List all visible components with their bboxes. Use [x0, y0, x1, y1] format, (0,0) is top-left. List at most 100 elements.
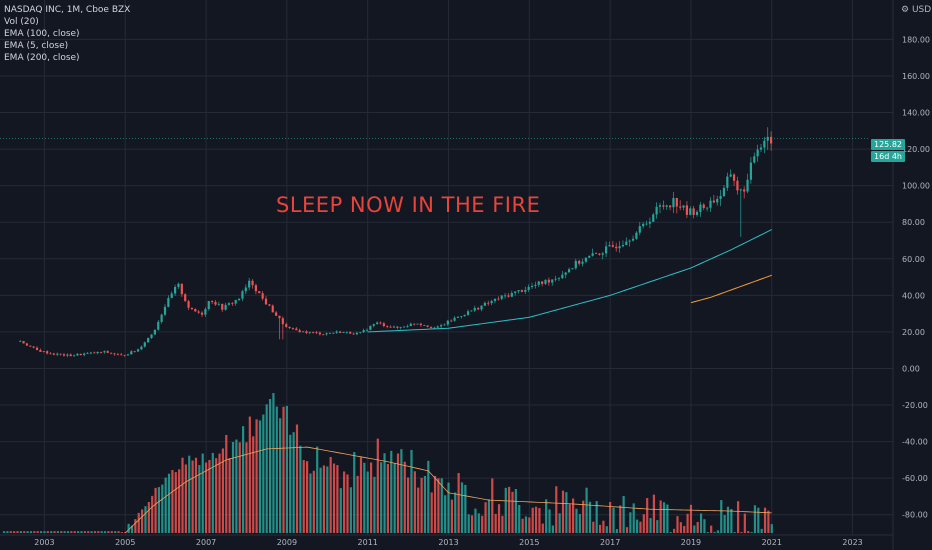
y-tick-label: 120.00: [902, 145, 930, 154]
volume-bar: [514, 489, 517, 533]
y-tick-label: 100.00: [902, 182, 930, 191]
last-price-badge: 125.82: [871, 139, 905, 150]
volume-bar: [713, 531, 716, 533]
gear-icon[interactable]: ⚙ USD: [901, 5, 932, 15]
volume-bar: [528, 517, 531, 533]
candle-body: [450, 320, 453, 322]
candle-body: [652, 214, 655, 222]
legend-item-ema100[interactable]: EMA (100, close): [4, 29, 80, 39]
volume-bar: [413, 471, 416, 533]
volume-bar: [699, 513, 703, 533]
volume-bar: [494, 513, 497, 533]
volume-bar: [144, 506, 147, 533]
legend-item-vol[interactable]: Vol (20): [4, 17, 39, 27]
volume-bar: [130, 525, 134, 533]
candle-body: [160, 314, 163, 322]
volume-bar: [275, 406, 278, 533]
candle-body: [618, 246, 621, 249]
candle-body: [668, 205, 672, 208]
legend-item-ema200[interactable]: EMA (200, close): [4, 53, 80, 63]
volume-bar: [258, 420, 262, 533]
x-tick-label: 2019: [681, 538, 701, 547]
candle-body: [763, 140, 766, 148]
volume-bar: [63, 531, 66, 533]
volume-bar: [484, 502, 487, 533]
candle-body: [372, 324, 375, 326]
volume-bar: [33, 531, 36, 533]
candle-body: [234, 300, 237, 304]
volume-bar: [676, 516, 679, 533]
legend-item-ema5[interactable]: EMA (5, close): [4, 41, 69, 51]
candle-body: [409, 323, 412, 327]
x-tick-label: 2015: [519, 538, 539, 547]
volume-bar: [103, 531, 107, 533]
volume-bar: [93, 531, 97, 533]
y-tick-label: 160.00: [902, 72, 930, 81]
volume-bar: [474, 508, 477, 533]
x-tick-label: 2011: [358, 538, 378, 547]
candle-body: [712, 200, 715, 203]
candle-body: [581, 261, 584, 264]
volume-bar: [242, 426, 245, 533]
volume-bar: [669, 532, 672, 533]
candle-body: [722, 187, 726, 196]
candle-body: [153, 329, 156, 335]
volume-bar: [666, 504, 669, 533]
candle-body: [497, 298, 500, 300]
candle-body: [150, 334, 153, 338]
candle-body: [69, 354, 72, 357]
volume-bar: [157, 487, 161, 533]
candle-body: [557, 278, 561, 279]
volume-bar: [578, 514, 581, 533]
x-tick-label: 2013: [438, 538, 458, 547]
candle-body: [625, 241, 628, 245]
candle-body: [729, 174, 732, 177]
volume-bar: [272, 393, 275, 533]
volume-bar: [460, 482, 464, 533]
volume-bar: [134, 519, 137, 533]
volume-bar: [420, 477, 423, 533]
candle-body: [706, 207, 709, 209]
volume-bar: [407, 477, 410, 533]
volume-bar: [309, 473, 312, 533]
candle-body: [658, 205, 662, 207]
volume-bar: [50, 531, 53, 533]
volume-bar: [602, 520, 605, 533]
volume-bar: [659, 500, 662, 533]
candle-body: [22, 341, 25, 344]
candle-body: [564, 272, 567, 275]
candle-body: [547, 279, 550, 283]
volume-bar: [470, 515, 474, 533]
candle-body: [574, 260, 577, 269]
candle-body: [719, 195, 722, 199]
candle-body: [29, 345, 32, 347]
volume-bar: [673, 528, 676, 533]
chart-annotation-text: SLEEP NOW IN THE FIRE: [276, 193, 541, 217]
volume-bar: [598, 524, 602, 533]
candle-body: [335, 331, 338, 333]
candle-body: [517, 290, 520, 292]
volume-bar: [565, 492, 568, 533]
candle-body: [251, 280, 254, 286]
volume-bar: [16, 531, 19, 533]
volume-bar: [572, 498, 575, 533]
volume-bar: [248, 416, 251, 533]
candle-body: [759, 147, 763, 150]
volume-bar: [521, 518, 524, 533]
volume-bar: [262, 414, 265, 533]
candle-body: [180, 283, 183, 295]
volume-bar: [53, 531, 56, 533]
candle-body: [66, 354, 69, 356]
candle-body: [79, 353, 82, 356]
candle-body: [463, 314, 466, 317]
volume-bar: [508, 486, 511, 533]
candle-body: [268, 304, 271, 306]
currency-label: USD: [911, 5, 932, 15]
candle-body: [426, 325, 429, 327]
candle-body: [244, 287, 247, 292]
volume-bar: [750, 532, 753, 533]
candle-body: [352, 333, 355, 335]
candle-body: [231, 303, 234, 305]
volume-bar: [723, 515, 726, 533]
